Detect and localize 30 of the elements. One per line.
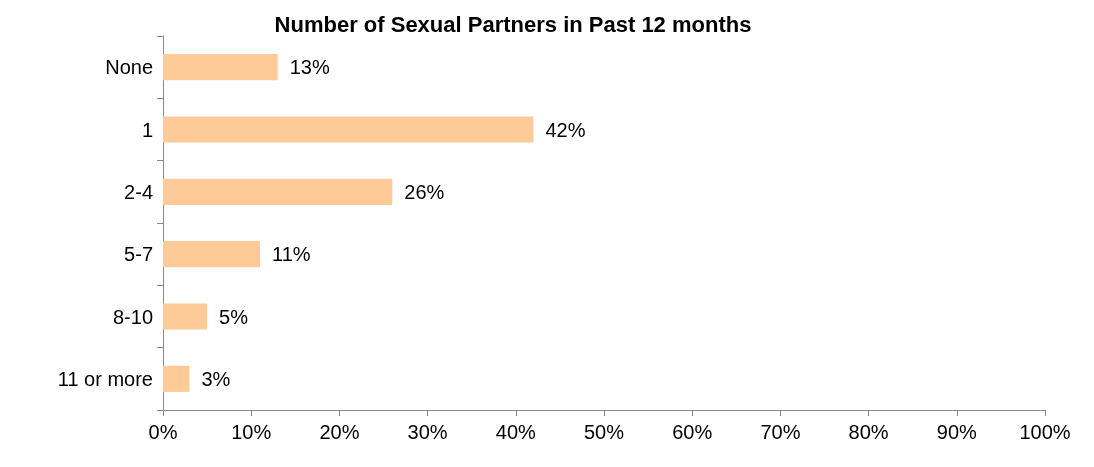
x-tick-label: 50% bbox=[583, 421, 625, 443]
y-tick-label: 8-10 bbox=[112, 305, 153, 328]
x-tick-label: 80% bbox=[848, 421, 889, 443]
y-tick-label: 11 or more bbox=[57, 367, 153, 390]
x-tick-label: 70% bbox=[760, 421, 801, 443]
chart-title: Number of Sexual Partners in Past 12 months bbox=[274, 11, 752, 37]
bar bbox=[163, 54, 278, 81]
x-tick-label: 20% bbox=[319, 421, 360, 443]
bar bbox=[163, 303, 208, 330]
x-tick-label: 10% bbox=[231, 421, 272, 443]
bar bbox=[163, 365, 190, 392]
y-tick-label: 5-7 bbox=[124, 243, 153, 266]
data-label: 5% bbox=[219, 305, 249, 328]
y-tick-label: 1 bbox=[141, 118, 153, 141]
x-tick-label: 30% bbox=[407, 421, 448, 443]
bar bbox=[163, 116, 534, 143]
data-label: 13% bbox=[289, 56, 330, 79]
x-tick-label: 100% bbox=[1019, 421, 1071, 443]
bar bbox=[163, 178, 393, 205]
y-tick-label: 2-4 bbox=[124, 180, 153, 203]
x-tick-label: 0% bbox=[148, 421, 178, 443]
y-tick-label: None bbox=[105, 56, 153, 79]
data-label: 26% bbox=[404, 180, 445, 203]
x-tick-label: 60% bbox=[672, 421, 713, 443]
x-tick-label: 90% bbox=[936, 421, 978, 443]
data-label: 42% bbox=[545, 118, 586, 141]
x-tick-label: 40% bbox=[495, 421, 537, 443]
data-label: 3% bbox=[201, 367, 231, 390]
bar bbox=[163, 241, 261, 268]
data-label: 11% bbox=[272, 243, 311, 266]
